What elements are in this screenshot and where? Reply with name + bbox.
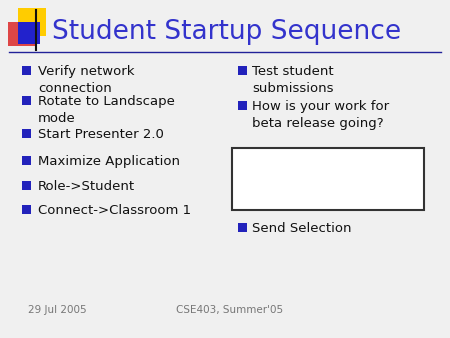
Bar [238, 101, 247, 110]
Bar [238, 66, 247, 75]
Text: Send Selection: Send Selection [252, 222, 351, 235]
Bar [22, 96, 31, 105]
Text: Student Startup Sequence: Student Startup Sequence [52, 19, 401, 45]
Bar [22, 205, 31, 214]
Bar [232, 148, 424, 210]
Text: Connect->Classroom 1: Connect->Classroom 1 [38, 204, 191, 217]
Bar [22, 66, 31, 75]
Text: Maximize Application: Maximize Application [38, 155, 180, 168]
Bar [22, 181, 31, 190]
Text: Test student
submissions: Test student submissions [252, 65, 333, 95]
Text: Role->Student: Role->Student [38, 180, 135, 193]
Text: Rotate to Landscape
mode: Rotate to Landscape mode [38, 95, 175, 124]
Text: Start Presenter 2.0: Start Presenter 2.0 [38, 128, 164, 141]
Bar [238, 223, 247, 232]
Text: CSE403, Summer'05: CSE403, Summer'05 [176, 305, 284, 315]
Text: How is your work for
beta release going?: How is your work for beta release going? [252, 100, 389, 129]
Bar [8, 22, 36, 46]
Bar [22, 156, 31, 165]
Text: Verify network
connection: Verify network connection [38, 65, 135, 95]
Bar [18, 8, 46, 36]
Text: 29 Jul 2005: 29 Jul 2005 [28, 305, 86, 315]
Bar [22, 129, 31, 138]
Bar [18, 22, 40, 44]
